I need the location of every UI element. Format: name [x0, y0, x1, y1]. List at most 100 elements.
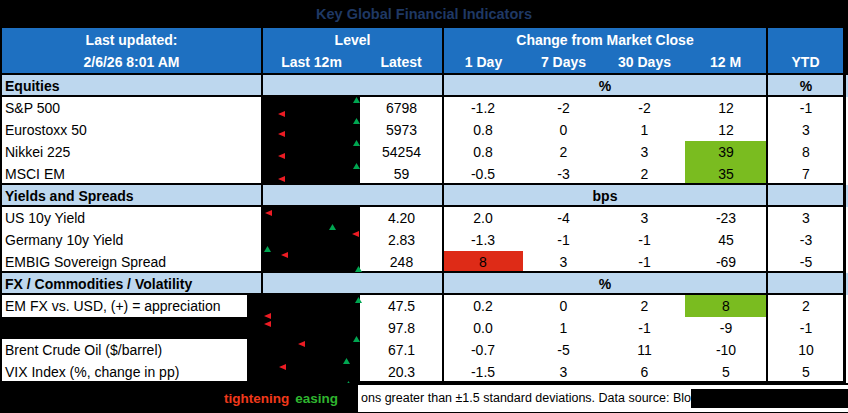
grid-line	[0, 293, 846, 295]
cell-30days: 11	[604, 339, 685, 361]
col-header-1day: 1 Day	[444, 52, 523, 74]
sparkline-cell	[262, 163, 360, 185]
header-last-updated: Last updated: 2/6/26 8:01 AM	[2, 28, 261, 75]
section-spacer	[262, 273, 360, 295]
cell-7days: -2	[523, 97, 604, 119]
level-group-label: Level	[263, 28, 442, 52]
sparkline-cell	[262, 97, 360, 119]
cell-1day: -1.5	[443, 361, 523, 383]
section-row-fx: FX / Commodities / Volatility %	[0, 273, 848, 295]
table-row-us10y: US 10y Yield 4.20 2.0 -4 3 -23 3	[0, 207, 848, 229]
cell-12m: -69	[685, 251, 767, 273]
cell-30days: 6	[604, 361, 685, 383]
cell-7days: 1	[523, 317, 604, 339]
row-label: Nikkei 225	[0, 141, 262, 163]
section-unit-ytd	[767, 273, 845, 295]
section-spacer	[262, 75, 360, 97]
grid-line	[0, 95, 846, 97]
table-header: Last updated: 2/6/26 8:01 AM Level Last …	[0, 28, 848, 75]
cell-latest: 97.8	[360, 317, 443, 339]
cell-latest: 20.3	[360, 361, 443, 383]
title-bar: Key Global Financial Indicators	[0, 0, 848, 28]
table-row-germany10y: Germany 10y Yield 2.83 -1.3 -1 -1 45 -3	[0, 229, 848, 251]
table-row-nikkei: Nikkei 225 54254 0.8 2 3 39 8	[0, 141, 848, 163]
sparkline-cell	[262, 207, 360, 229]
cell-1day: -0.7	[443, 339, 523, 361]
grid-line	[0, 183, 846, 185]
row-label: Brent Crude Oil ($/barrel)	[0, 339, 247, 361]
cell-30days: 2	[604, 295, 685, 317]
table-row-emfx: EM FX vs. USD, (+) = appreciation 47.5 0…	[0, 295, 848, 317]
section-row-yields: Yields and Spreads bps	[0, 185, 848, 207]
cell-12m: -9	[685, 317, 767, 339]
cell-ytd: -5	[767, 251, 845, 273]
section-unit-ytd: %	[767, 75, 845, 97]
cell-1day: 2.0	[443, 207, 523, 229]
cell-ytd: 3	[767, 119, 845, 141]
col-header-7days: 7 Days	[523, 52, 604, 74]
cell-latest: 54254	[360, 141, 443, 163]
row-label-boxed: VIX Index (%, change in pp)	[0, 361, 262, 383]
redaction-box	[691, 389, 848, 408]
table-row-redacted: 97.8 0.0 1 -1 -9 -1	[0, 317, 848, 339]
table-body: Equities % % S&P 500 6798 -1.2 -2 -2 12 …	[0, 75, 848, 383]
cell-latest: 59	[360, 163, 443, 185]
row-label-boxed: Brent Crude Oil ($/barrel)	[0, 339, 262, 361]
change-group-label: Change from Market Close	[444, 28, 766, 52]
section-spacer	[360, 273, 443, 295]
cell-ytd: 2	[767, 295, 845, 317]
cell-12m: -23	[685, 207, 767, 229]
cell-12m-highlighted: 8	[685, 295, 767, 317]
cell-7days: 3	[523, 361, 604, 383]
row-label-redacted	[0, 317, 262, 339]
cell-ytd: 10	[767, 339, 845, 361]
cell-30days: -1	[604, 251, 685, 273]
page-title: Key Global Financial Indicators	[0, 0, 848, 28]
section-unit: %	[443, 75, 767, 97]
cell-7days: -5	[523, 339, 604, 361]
header-change-group: Change from Market Close 1 Day 7 Days 30…	[444, 28, 766, 75]
cell-latest: 67.1	[360, 339, 443, 361]
sparkline-cell	[262, 141, 360, 163]
cell-7days: 0	[523, 295, 604, 317]
section-spacer	[360, 75, 443, 97]
cell-12m: 5	[685, 361, 767, 383]
footer-legend-area: tightening easing	[0, 383, 361, 413]
cell-30days: -1	[604, 317, 685, 339]
legend-easing: easing	[295, 391, 338, 406]
section-spacer	[360, 185, 443, 207]
cell-latest: 2.83	[360, 229, 443, 251]
table-row-vix: VIX Index (%, change in pp) 20.3 -1.5 3 …	[0, 361, 848, 383]
table-row-embig: EMBIG Sovereign Spread 248 8 3 -1 -69 -5	[0, 251, 848, 273]
cell-latest: 4.20	[360, 207, 443, 229]
cell-30days: -1	[604, 229, 685, 251]
cell-1day: -0.5	[443, 163, 523, 185]
cell-latest: 6798	[360, 97, 443, 119]
cell-7days: -3	[523, 163, 604, 185]
cell-1day: 0.0	[443, 317, 523, 339]
row-label-boxed: EM FX vs. USD, (+) = appreciation	[0, 295, 262, 317]
cell-30days: -2	[604, 97, 685, 119]
section-title: Equities	[0, 75, 262, 97]
cell-latest: 5973	[360, 119, 443, 141]
section-unit-ytd	[767, 185, 845, 207]
section-row-equities: Equities % %	[0, 75, 848, 97]
cell-ytd: 8	[767, 141, 845, 163]
cell-1day: -1.2	[443, 97, 523, 119]
last-updated-label: Last updated:	[2, 28, 261, 52]
sparkline-cell	[262, 361, 360, 383]
footer-note-text: ons greater than ±1.5 standard deviation…	[361, 391, 698, 405]
grid-line	[0, 73, 846, 75]
cell-ytd: -1	[767, 97, 845, 119]
cell-1day: 0.8	[443, 119, 523, 141]
cell-30days: 2	[604, 163, 685, 185]
cell-30days: 3	[604, 141, 685, 163]
sparkline-cell	[262, 317, 360, 339]
col-header-latest: Latest	[360, 52, 442, 74]
row-label: MSCI EM	[0, 163, 262, 185]
col-header-12m: 12 M	[685, 52, 766, 74]
header-level-group: Level Last 12m Latest	[263, 28, 442, 75]
cell-ytd: 5	[767, 361, 845, 383]
cell-1day-highlighted: 8	[443, 251, 523, 273]
cell-1day: -1.3	[443, 229, 523, 251]
